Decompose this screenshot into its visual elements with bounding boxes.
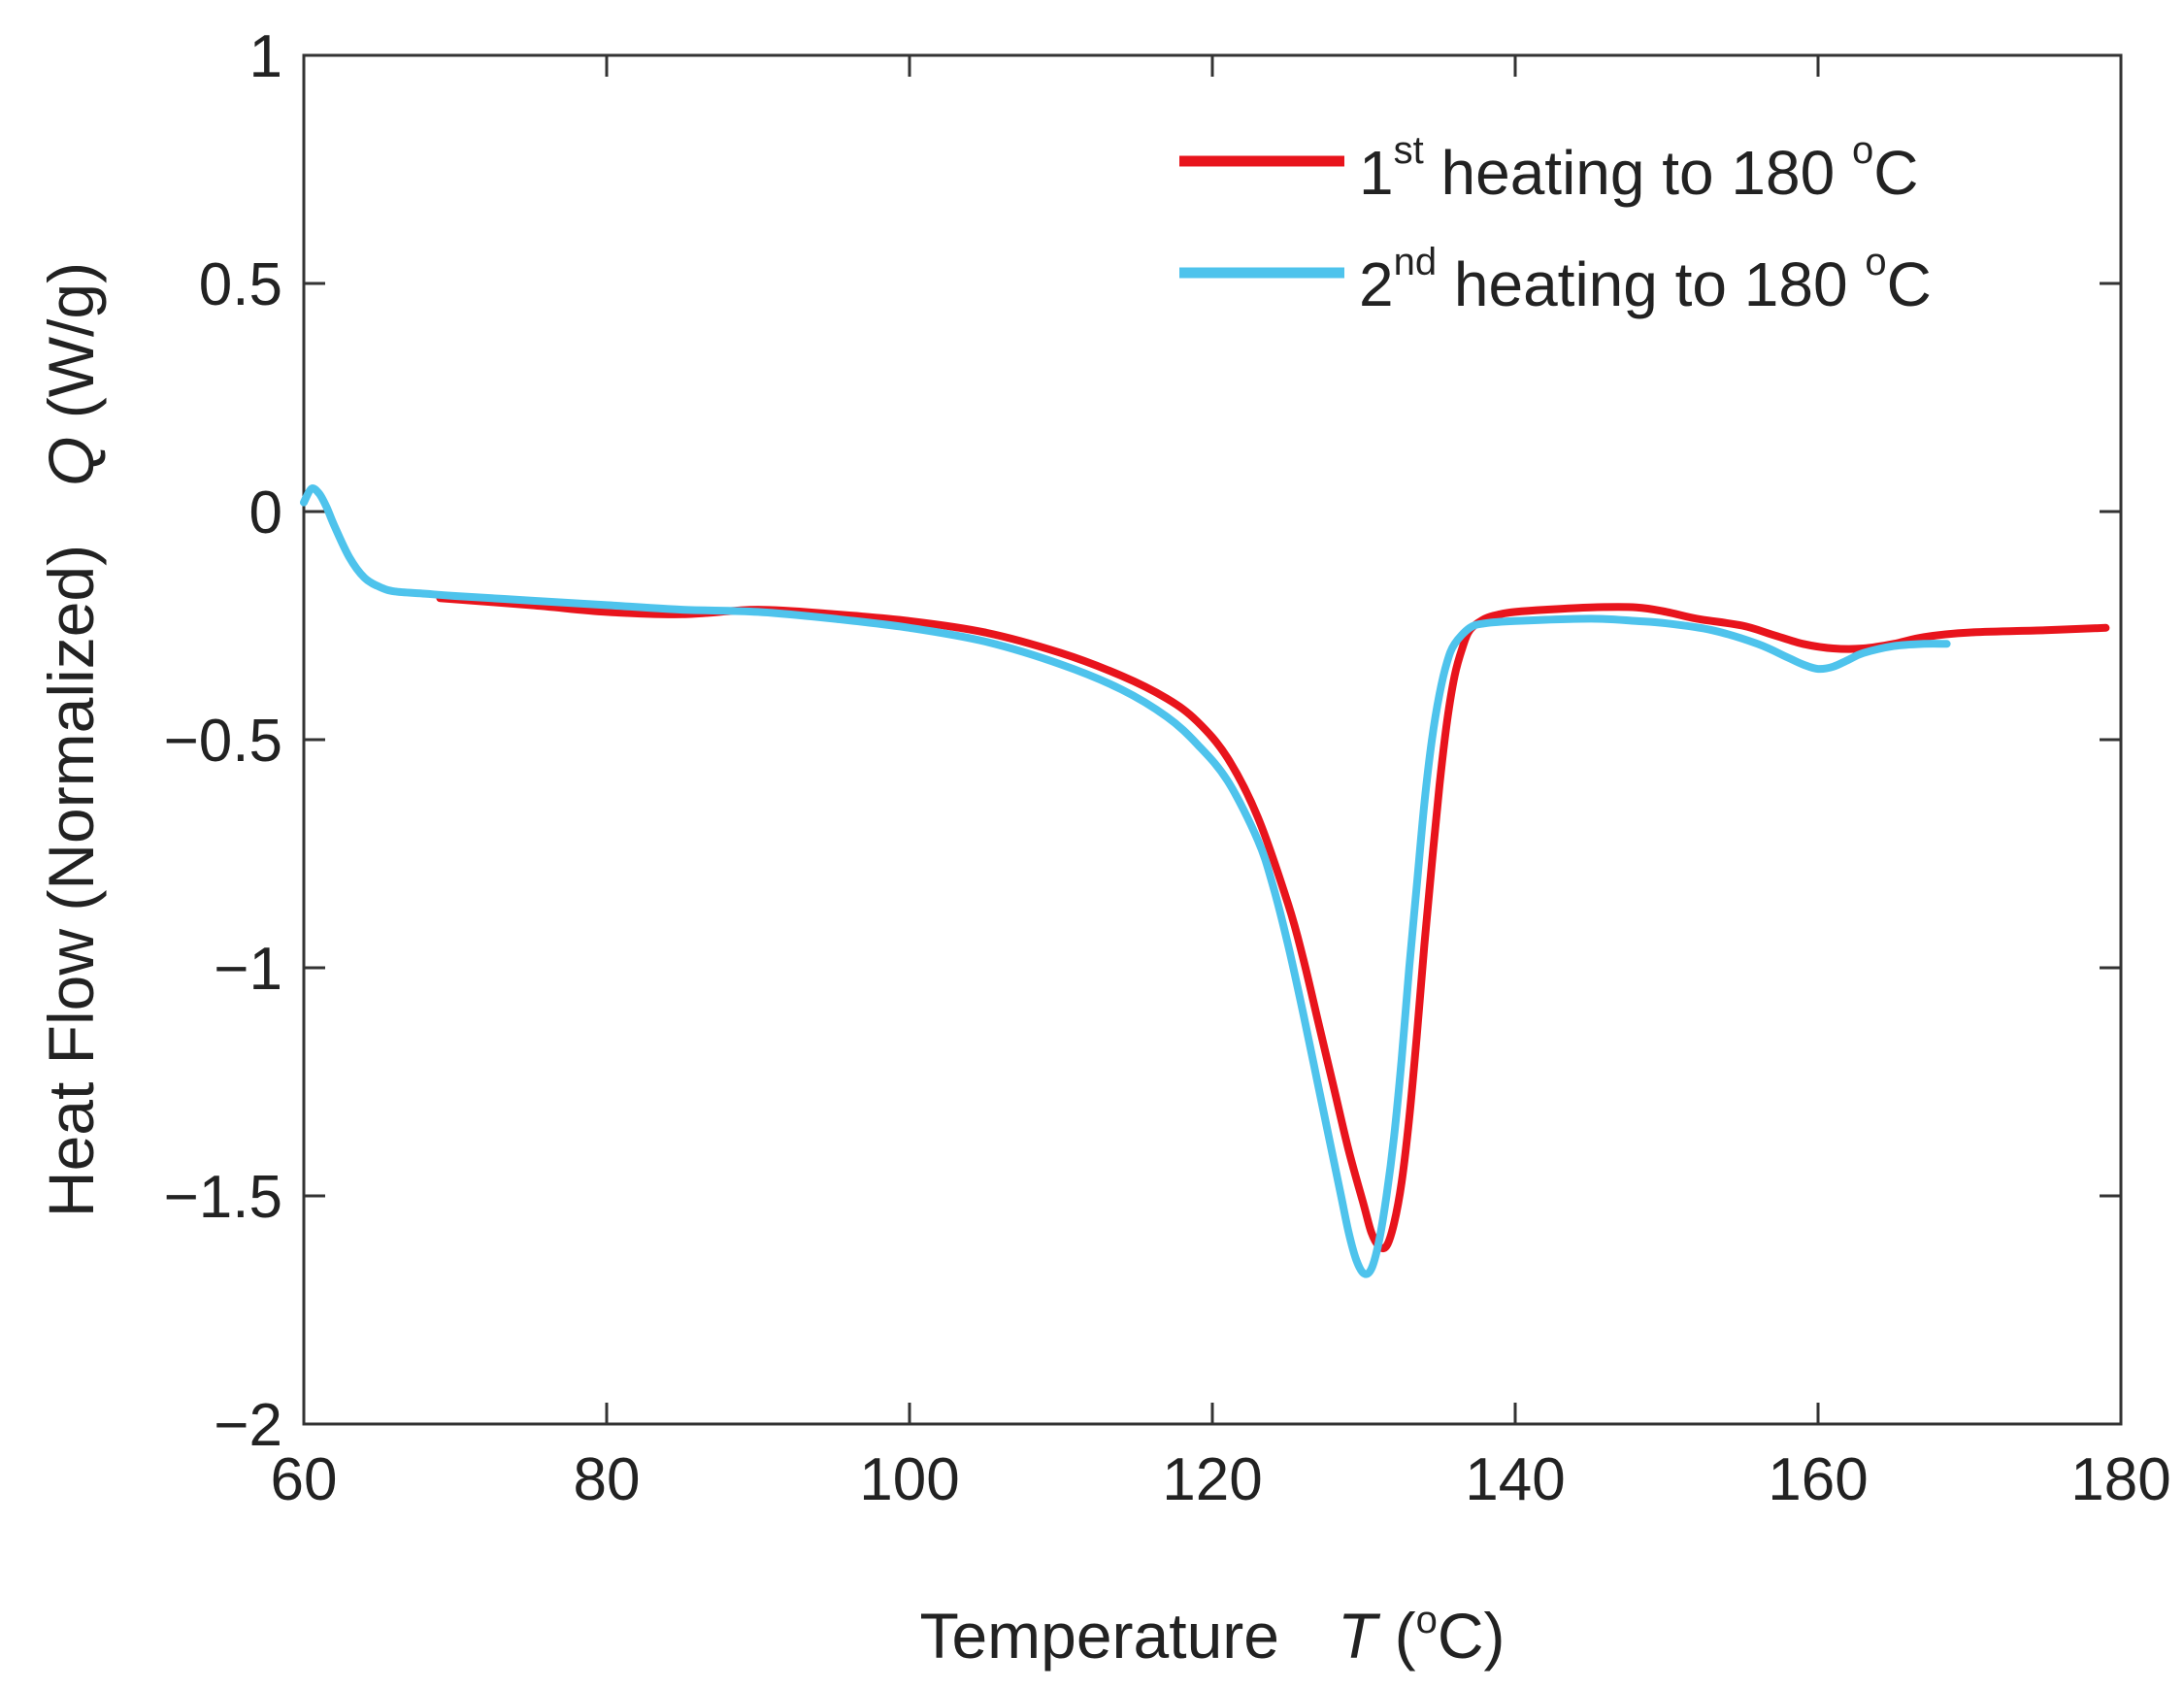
y-tick-label: 0.5 [199,251,282,318]
y-axis-label-unit: (W/g) [35,262,107,437]
x-tick-label: 100 [859,1446,959,1513]
x-tick-label: 140 [1465,1446,1565,1513]
y-tick-label: −0.5 [164,708,282,775]
x-axis-label-unit-close: C) [1438,1600,1506,1672]
x-axis-ticks: 60 80 100 120 140 160 180 [271,55,2171,1513]
y-axis-label-symbol: Q [35,437,107,486]
x-tick-label: 80 [574,1446,641,1513]
x-axis-label-unit-open: ( [1376,1600,1415,1672]
y-tick-label: −2 [214,1392,282,1459]
x-tick-label: 120 [1162,1446,1262,1513]
y-tick-label: −1.5 [164,1164,282,1231]
x-tick-label: 180 [2070,1446,2170,1513]
x-axis-label-symbol: T [1338,1600,1381,1672]
x-tick-label: 160 [1768,1446,1868,1513]
x-axis-label: Temperature T (oC) [919,1599,1505,1672]
series-line-1st-heating [436,594,2110,1253]
y-tick-label: −1 [214,936,282,1003]
y-axis-ticks: 1 0.5 0 −0.5 −1 −1.5 −2 [164,23,2121,1459]
x-axis-label-main: Temperature [919,1600,1279,1672]
x-tick-label: 60 [271,1446,338,1513]
y-axis-label-main: Heat Flow (Normalized) [35,545,107,1217]
x-axis-label-degree: o [1416,1599,1438,1641]
legend-label-1st-heating: 1st heating to 180 oC [1359,129,1918,208]
y-tick-label: 1 [249,23,282,90]
legend: 1st heating to 180 oC 2nd heating to 180… [1179,129,1932,319]
series-group [300,484,2110,1278]
y-axis-label: Heat Flow (Normalized) Q (W/g) [35,262,107,1217]
series-line-2nd-heating [300,484,1951,1278]
y-tick-label: 0 [249,480,282,546]
legend-label-2nd-heating: 2nd heating to 180 oC [1359,241,1932,319]
